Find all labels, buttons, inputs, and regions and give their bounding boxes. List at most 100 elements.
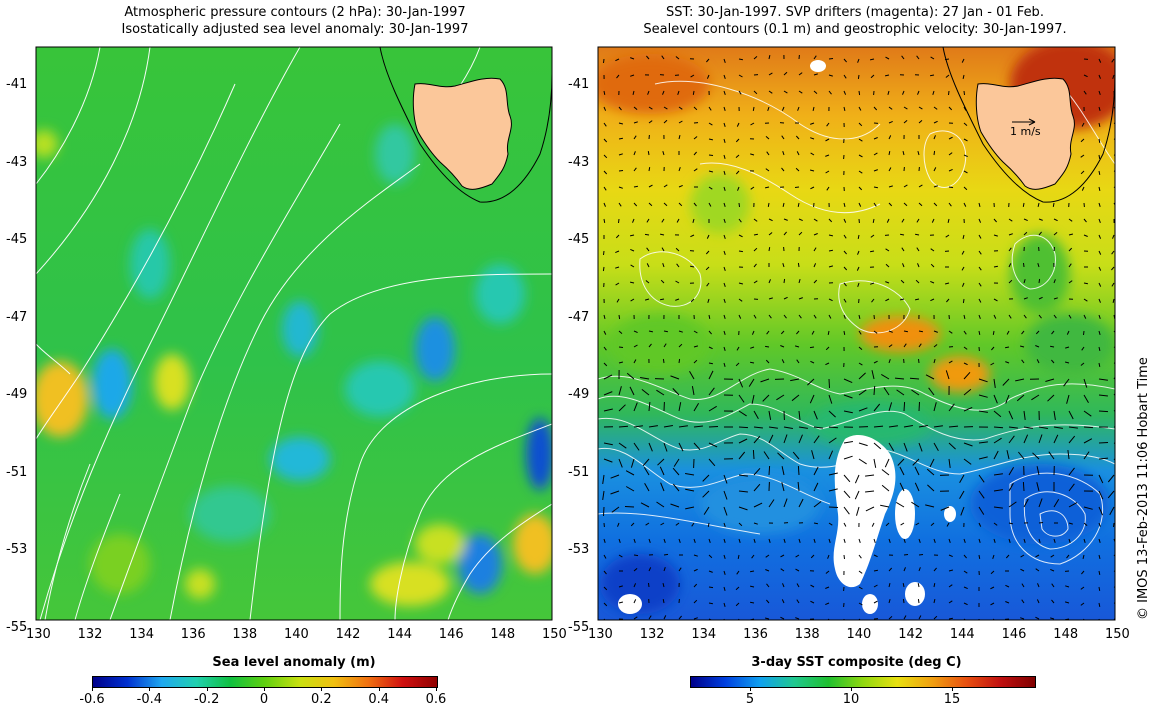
velocity-arrow	[723, 506, 728, 516]
velocity-arrow	[618, 330, 623, 334]
velocity-arrow	[1068, 435, 1076, 444]
velocity-arrow	[798, 278, 801, 284]
velocity-arrow	[678, 330, 683, 333]
lat-tick-label: -55	[6, 619, 28, 635]
velocity-arrow	[978, 298, 982, 303]
colorbar-tick-label: 0	[259, 692, 269, 707]
velocity-arrow	[633, 344, 638, 348]
velocity-arrow	[843, 106, 846, 112]
velocity-arrow	[916, 247, 920, 252]
velocity-arrow	[707, 522, 710, 527]
velocity-arrow	[618, 585, 623, 588]
velocity-arrow	[870, 74, 875, 79]
velocity-arrow	[916, 218, 920, 223]
velocity-arrow	[899, 466, 905, 476]
velocity-arrow	[813, 314, 817, 319]
velocity-arrow	[603, 506, 605, 517]
velocity-arrow	[738, 394, 745, 403]
velocity-arrow	[963, 618, 967, 620]
velocity-arrow	[858, 586, 863, 590]
velocity-arrow	[752, 449, 755, 460]
velocity-arrow	[675, 522, 680, 526]
velocity-arrow	[693, 106, 698, 111]
velocity-arrow	[657, 458, 665, 466]
velocity-arrow	[602, 474, 605, 484]
velocity-arrow	[692, 90, 695, 95]
velocity-arrow	[993, 473, 1003, 476]
velocity-arrow	[798, 297, 803, 300]
velocity-arrow	[930, 56, 935, 60]
lat-tick-label: -41	[568, 77, 590, 92]
velocity-arrow	[828, 410, 836, 418]
velocity-arrow	[933, 598, 936, 604]
velocity-arrow	[945, 74, 950, 78]
velocity-arrow	[948, 458, 951, 468]
velocity-arrow	[630, 522, 635, 527]
velocity-arrow	[901, 247, 905, 252]
lat-tick-label: -43	[568, 154, 590, 170]
velocity-arrow	[693, 359, 698, 364]
velocity-arrow	[644, 482, 650, 492]
velocity-arrow	[750, 361, 755, 364]
velocity-arrow	[1098, 250, 1102, 255]
velocity-arrow	[918, 120, 923, 124]
velocity-arrow	[1112, 298, 1115, 304]
velocity-arrow	[783, 426, 793, 429]
velocity-arrow	[708, 314, 711, 320]
velocity-arrow	[978, 410, 988, 413]
velocity-arrow	[750, 570, 755, 573]
velocity-arrow	[796, 359, 800, 364]
lon-tick-label: 150	[1105, 627, 1130, 642]
velocity-arrow	[865, 490, 875, 493]
velocity-arrow	[828, 58, 834, 60]
velocity-arrow	[888, 330, 893, 333]
velocity-arrow	[1068, 263, 1072, 268]
velocity-arrow	[963, 170, 968, 174]
velocity-arrow	[873, 538, 876, 543]
velocity-arrow	[827, 554, 830, 559]
velocity-arrow	[765, 554, 770, 558]
velocity-arrow	[1083, 330, 1085, 336]
velocity-arrow	[796, 599, 800, 604]
velocity-arrow	[795, 167, 800, 172]
velocity-arrow	[963, 314, 966, 320]
velocity-arrow	[625, 470, 635, 476]
left-panel-title: Atmospheric pressure contours (2 hPa): 3…	[30, 4, 560, 38]
velocity-arrow	[825, 346, 830, 351]
velocity-arrow	[738, 90, 742, 95]
velocity-arrow	[813, 435, 820, 444]
velocity-arrow	[1068, 280, 1073, 284]
velocity-arrow	[603, 374, 613, 380]
velocity-arrow	[738, 378, 744, 388]
velocity-arrow	[792, 451, 800, 460]
velocity-arrow	[961, 282, 965, 287]
velocity-arrow	[663, 442, 668, 452]
velocity-arrow	[873, 569, 879, 572]
velocity-arrow	[1023, 538, 1026, 543]
velocity-arrow	[933, 135, 936, 140]
velocity-arrow	[798, 314, 802, 319]
left-title-line1: Atmospheric pressure contours (2 hPa): 3…	[124, 5, 466, 20]
velocity-arrow	[930, 280, 935, 284]
velocity-arrow	[736, 570, 740, 575]
velocity-arrow	[663, 425, 673, 428]
velocity-arrow	[656, 389, 665, 396]
velocity-arrow	[663, 567, 666, 572]
velocity-arrow	[738, 218, 742, 223]
velocity-arrow	[738, 282, 744, 285]
velocity-arrow	[659, 298, 665, 301]
velocity-arrow	[723, 538, 726, 543]
velocity-arrow	[826, 186, 830, 191]
velocity-arrow	[843, 455, 853, 460]
velocity-arrow	[768, 232, 773, 236]
velocity-arrow	[1098, 282, 1102, 287]
velocity-arrow	[693, 442, 701, 451]
velocity-arrow	[903, 330, 909, 333]
velocity-arrow	[1064, 361, 1070, 364]
velocity-arrow	[1021, 599, 1025, 604]
velocity-arrow	[707, 298, 710, 303]
velocity-arrow	[888, 582, 891, 588]
velocity-arrow	[1083, 451, 1090, 460]
velocity-arrow	[1052, 202, 1055, 207]
velocity-arrow	[931, 218, 935, 223]
